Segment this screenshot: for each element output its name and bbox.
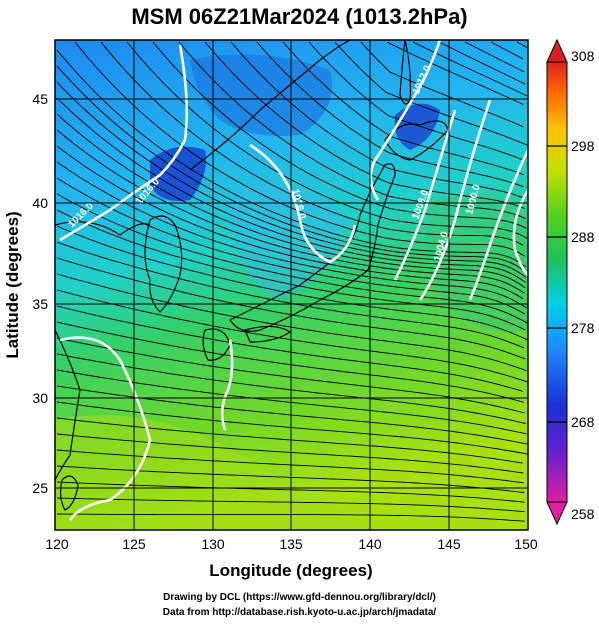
coastline-kyushu [202,328,231,361]
wind-streamline [490,41,524,60]
coastline-taiwan [59,475,79,511]
graticule [55,40,528,530]
wind-streamline [204,41,525,209]
wind-streamline [282,41,524,176]
wind-streamline [438,41,526,85]
credit-data-source: Data from http://database.rish.kyoto-u.a… [162,607,437,618]
x-tick-label: 135 [279,536,303,552]
wind-streamline [56,289,528,383]
isobar-low-center [512,189,528,276]
wind-streamline [516,41,528,49]
colorbar-tick-label: 278 [571,320,595,336]
map-title: MSM 06Z21Mar2024 (1013.2hPa) [131,4,468,29]
wind-streamline [56,129,525,294]
isobar-1000 [468,149,528,301]
wind-streamline [56,401,528,455]
isobar-1012-south [220,339,234,431]
x-tick-label: 140 [358,536,382,552]
y-tick-label: 45 [32,91,48,107]
x-axis-title: Longitude (degrees) [209,561,372,580]
colorbar-body [546,61,568,503]
wind-streamline [334,41,527,146]
colorbar-bottom-arrow [546,501,568,526]
colorbar-tick-label: 308 [571,48,595,64]
wind-streamline [386,41,524,105]
x-tick-label: 145 [437,536,461,552]
cold-region-hokkaido [394,103,440,150]
x-tick-label: 120 [45,536,69,552]
y-tick-label: 30 [32,390,48,406]
x-tick-label: 130 [201,536,225,552]
isobar-1016-north [59,44,188,242]
wind-streamline [56,161,528,309]
wind-streamline [56,65,527,273]
warm-region-south [55,415,380,530]
coastline-china-north [55,221,151,236]
y-tick-label: 35 [32,296,48,312]
wind-streamline [56,241,525,349]
colorbar-tick-label: 298 [571,138,595,154]
wind-streamline [412,41,528,97]
isobar-1004 [418,99,492,301]
isobar-1016-mid [249,143,357,264]
isobar-1008 [393,109,457,281]
coastline-shikoku [244,325,292,343]
y-tick-label: 25 [32,480,48,496]
coastline-russia [189,40,351,171]
wind-streamline [56,145,524,300]
colorbar-tick-label: 288 [571,229,595,245]
wind-streamline [230,41,524,199]
wind-streamline [56,209,526,331]
wind-streamline [74,41,525,257]
coastline-china-south [55,329,81,481]
y-tick-label: 40 [32,195,48,211]
wind-streamline [56,433,524,474]
plot-frame [54,39,529,531]
wind-streamline [56,177,526,315]
isobar-1012 [369,40,442,201]
wind-streamline [56,113,526,289]
coastline-korea [144,215,183,313]
x-tick-label: 125 [122,536,146,552]
wind-streamline [56,193,528,324]
wind-streamline [464,41,525,73]
wind-streamline [308,41,525,161]
colorbar-tick-label: 258 [571,506,595,522]
credit-drawing: Drawing by DCL (https://www.gfd-dennou.o… [163,592,436,603]
wind-streamline [256,41,524,188]
wind-streamline [100,41,524,246]
wind-streamline [56,97,526,283]
x-tick-label: 150 [514,536,538,552]
wind-streamline [56,81,527,278]
coastline-honshu [229,163,396,332]
colorbar: 308 298 288 278 268 258 [546,38,595,526]
colorbar-top-arrow [546,38,568,63]
y-axis-title: Latitude (degrees) [3,211,22,358]
wind-streamline [56,49,526,267]
isobar-1016-south [59,336,152,521]
wind-streamline [56,225,528,341]
wind-streamline [360,41,524,128]
coastline-sakhalin [399,40,412,105]
colorbar-tick-label: 268 [571,414,595,430]
